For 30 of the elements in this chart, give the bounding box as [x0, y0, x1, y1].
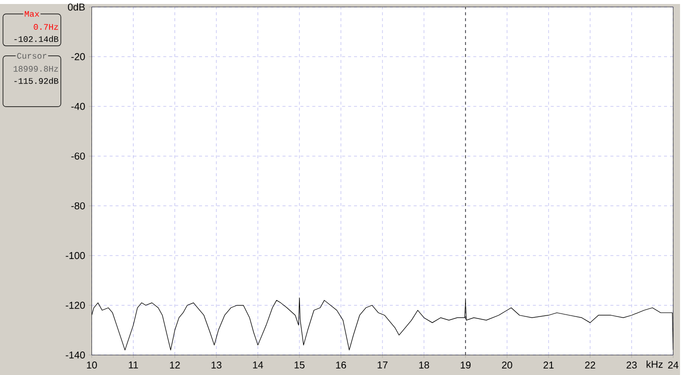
- x-tick-label: 16: [336, 362, 346, 369]
- text: -102.14dB: [14, 36, 58, 42]
- x-tick-label: 13: [212, 362, 222, 369]
- x-tick-label: 11: [128, 362, 138, 368]
- y-tick-label: -60: [71, 152, 85, 160]
- y-tick-label: -140: [66, 352, 85, 359]
- x-tick-label: 12: [170, 362, 180, 368]
- text: Cursor: [17, 52, 46, 59]
- x-tick-label: 21: [544, 362, 554, 368]
- y-tick-label: -20: [71, 53, 85, 60]
- x-tick-label: 18: [419, 362, 430, 369]
- text: 18999.8Hz: [14, 66, 58, 72]
- x-tick-label: 20: [502, 362, 512, 369]
- y-tick-label: -120: [66, 302, 85, 309]
- x-tick-label: 22: [585, 362, 596, 368]
- text: Max: [24, 11, 40, 17]
- y-tick-label: 0dB: [68, 3, 85, 11]
- text: -115.92dB: [14, 78, 58, 84]
- x-tick-label: 19: [460, 362, 471, 369]
- text: 0.7Hz: [34, 24, 58, 30]
- y-tick-label: -40: [71, 102, 85, 110]
- x-tick-label: 15: [294, 362, 305, 368]
- x-tick-label: 23: [626, 362, 637, 369]
- x-tick-label: 14: [253, 362, 264, 368]
- x-tick-label: 10: [86, 362, 97, 369]
- y-tick-label: -100: [66, 252, 85, 260]
- x-tick-label: 17: [378, 362, 388, 368]
- x-axis-title: kHz: [646, 360, 663, 368]
- x-tick-label: 24: [668, 362, 678, 368]
- y-tick-label: -80: [71, 202, 85, 210]
